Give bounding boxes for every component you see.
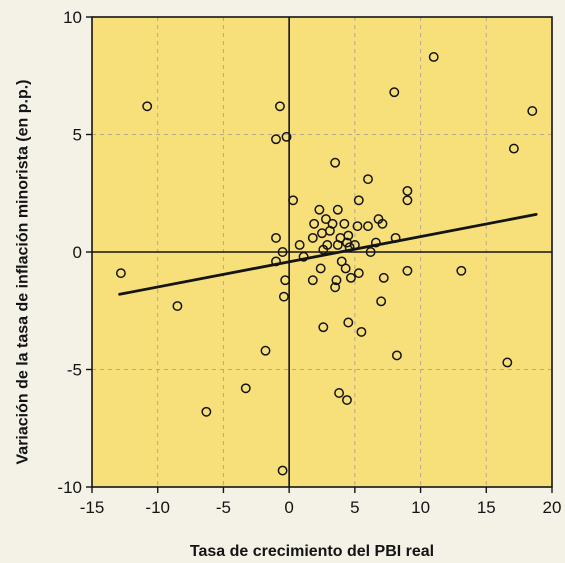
data-point bbox=[378, 272, 389, 283]
data-point bbox=[527, 106, 538, 116]
x-tick-label: -15 bbox=[80, 498, 105, 517]
data-point bbox=[318, 322, 329, 333]
data-point bbox=[363, 221, 373, 232]
data-point bbox=[142, 101, 153, 112]
y-tick-label: 0 bbox=[73, 243, 82, 262]
data-point bbox=[294, 240, 305, 250]
x-tick-label: -10 bbox=[145, 498, 170, 517]
data-point bbox=[172, 301, 183, 311]
y-axis-title: Variación de la tasa de inflación minori… bbox=[15, 80, 32, 465]
data-point bbox=[314, 204, 325, 215]
data-point bbox=[342, 395, 352, 405]
data-point bbox=[260, 345, 271, 356]
data-point bbox=[332, 204, 343, 215]
data-point bbox=[330, 282, 341, 293]
x-tick-label: -5 bbox=[216, 498, 231, 517]
reference-lines bbox=[92, 17, 552, 487]
y-tick-label: 10 bbox=[63, 8, 82, 27]
data-point bbox=[373, 214, 384, 225]
x-tick-label: 0 bbox=[284, 498, 293, 517]
data-point bbox=[271, 232, 281, 243]
data-points bbox=[115, 52, 538, 476]
y-tick-labels: -10 -5 0 5 10 bbox=[57, 8, 82, 497]
data-point bbox=[356, 326, 367, 337]
data-point bbox=[298, 251, 309, 262]
x-axis-title: Tasa de crecimiento del PBI real bbox=[190, 543, 434, 560]
data-point bbox=[391, 350, 402, 361]
axis-frame bbox=[86, 16, 553, 493]
x-tick-label: 5 bbox=[350, 498, 359, 517]
data-point bbox=[345, 272, 356, 283]
data-point bbox=[370, 237, 381, 248]
data-point bbox=[307, 232, 318, 243]
data-point bbox=[309, 218, 320, 229]
data-point bbox=[320, 214, 331, 225]
data-point bbox=[390, 232, 401, 243]
data-point bbox=[288, 195, 299, 206]
data-point bbox=[274, 101, 285, 112]
data-point bbox=[271, 134, 281, 145]
data-point bbox=[332, 240, 343, 250]
data-point bbox=[508, 143, 519, 154]
x-tick-label: 15 bbox=[477, 498, 496, 517]
data-point bbox=[240, 383, 251, 394]
data-point bbox=[280, 275, 291, 286]
data-point bbox=[402, 195, 413, 206]
data-point bbox=[278, 291, 289, 302]
data-point bbox=[271, 256, 281, 267]
data-point bbox=[365, 247, 376, 257]
data-point bbox=[317, 228, 327, 239]
data-point bbox=[352, 221, 363, 232]
data-point bbox=[307, 275, 318, 286]
data-point bbox=[402, 265, 413, 276]
x-tick-labels: -15 -10 -5 0 5 10 15 20 bbox=[80, 498, 562, 517]
data-point bbox=[277, 247, 288, 257]
trend-line-group bbox=[118, 212, 538, 296]
data-point bbox=[277, 465, 288, 476]
data-point bbox=[353, 195, 364, 206]
y-tick-label: -5 bbox=[67, 361, 82, 380]
data-point bbox=[315, 263, 326, 274]
data-point bbox=[502, 357, 513, 368]
data-point bbox=[340, 263, 351, 274]
x-tick-label: 10 bbox=[411, 498, 430, 517]
data-point bbox=[428, 52, 439, 62]
trend-line bbox=[118, 212, 538, 296]
data-point bbox=[201, 406, 212, 417]
data-point bbox=[330, 157, 341, 168]
data-point bbox=[402, 185, 413, 196]
data-point bbox=[343, 317, 354, 328]
data-point bbox=[353, 268, 364, 279]
data-point bbox=[334, 388, 345, 398]
y-tick-label: 5 bbox=[73, 126, 82, 145]
y-tick-label: -10 bbox=[57, 478, 82, 497]
data-point bbox=[331, 275, 342, 286]
data-point bbox=[456, 265, 467, 276]
data-point bbox=[344, 242, 355, 253]
x-tick-label: 20 bbox=[543, 498, 562, 517]
data-point bbox=[389, 87, 400, 98]
data-point bbox=[115, 268, 126, 279]
data-point bbox=[281, 131, 292, 142]
data-point bbox=[349, 240, 360, 250]
data-point bbox=[376, 296, 387, 307]
data-point bbox=[318, 244, 329, 255]
data-point bbox=[339, 218, 350, 229]
data-point bbox=[363, 174, 373, 185]
